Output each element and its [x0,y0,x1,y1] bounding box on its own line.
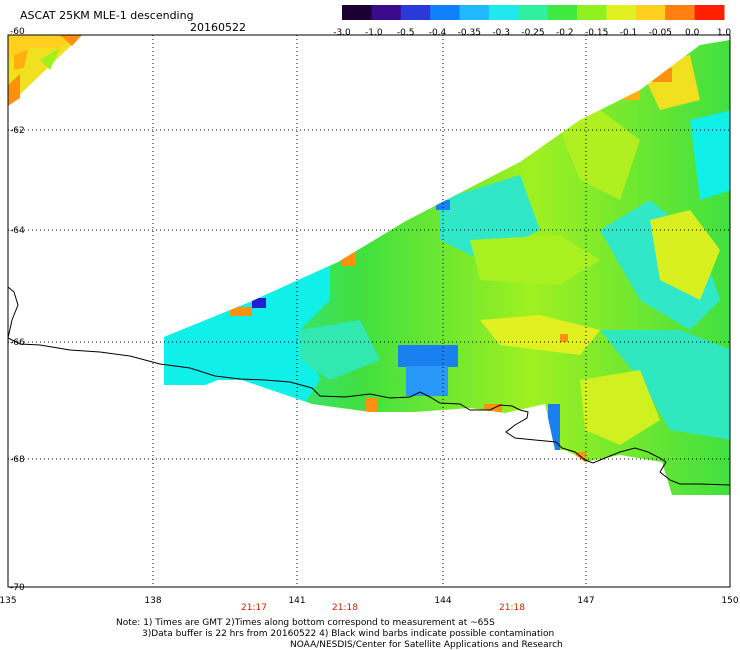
colorbar-swatch [606,5,637,20]
colorbar-tick-label: -1.0 [365,28,383,38]
colorbar-tick-label: 1.0 [717,28,732,38]
lat-label: -62 [10,126,25,136]
antarctic-coastline [7,286,731,486]
lat-label: -70 [10,583,25,593]
time-label: 21:18 [499,603,525,613]
colorbar-tick-label: -0.4 [429,28,447,38]
colorbar-tick-label: -0.35 [458,28,481,38]
note-line-3: NOAA/NESDIS/Center for Satellite Applica… [290,640,563,650]
colorbar-tick-label: -0.3 [492,28,510,38]
longitude-labels: 135 138 141 144 147 150 [0,596,739,606]
colorbar-tick-label: -0.2 [556,28,574,38]
colorbar-tick-label: 0.0 [685,28,700,38]
map-plot: -60 -62 -64 -66 -68 -70 135 138 141 144 … [0,27,739,613]
colorbar: -3.0 -1.0 -0.5 -0.4 -0.35 -0.3 -0.25 -0.2 -0.15 -… [333,5,731,38]
lat-label: -60 [10,27,25,37]
colorbar-tick-label: -0.25 [521,28,544,38]
footnotes: Note: 1) Times are GMT 2)Times along bot… [116,618,563,650]
lon-label: 150 [721,596,738,606]
lon-label: 147 [577,596,594,606]
colorbar-swatch [665,5,696,20]
lat-label: -66 [10,338,25,348]
wind-data-corner-wedge [8,35,82,106]
colorbar-labels: -3.0 -1.0 -0.5 -0.4 -0.35 -0.3 -0.25 -0.2 -0.15 -… [333,28,731,38]
colorbar-swatch [459,5,490,20]
plot-frame [7,34,731,588]
lon-label: 138 [144,596,161,606]
latitude-labels: -60 -62 -64 -66 -68 -70 [10,27,25,593]
colorbar-swatch [577,5,607,20]
time-labels: 21:17 21:18 21:18 [241,603,525,613]
colorbar-swatch [430,5,461,20]
lon-label: 141 [288,596,305,606]
product-date: 20160522 [190,21,246,34]
colorbar-swatch [635,5,666,20]
lat-label: -64 [10,226,25,236]
colorbar-swatch [400,5,431,20]
time-label: 21:17 [241,603,267,613]
colorbar-tick-label: -0.15 [585,28,608,38]
product-title: ASCAT 25KM MLE-1 descending [20,9,194,22]
note-line-2: 3)Data buffer is 22 hrs from 20160522 4)… [142,629,554,639]
colorbar-swatches [342,5,725,20]
header: ASCAT 25KM MLE-1 descending 20160522 [20,9,246,34]
colorbar-swatch [694,5,725,20]
time-label: 21:18 [332,603,358,613]
lon-label: 135 [0,596,17,606]
wind-data-swath [164,40,730,495]
lat-label: -68 [10,455,25,465]
note-line-1: Note: 1) Times are GMT 2)Times along bot… [116,618,495,628]
colorbar-tick-label: -0.05 [649,28,672,38]
lon-label: 144 [434,596,451,606]
colorbar-tick-label: -0.1 [620,28,638,38]
colorbar-swatch [488,5,519,20]
colorbar-swatch [342,5,372,20]
lat-lon-grid [8,35,730,587]
colorbar-swatch [518,5,549,20]
colorbar-tick-label: -0.5 [397,28,415,38]
colorbar-tick-label: -3.0 [333,28,351,38]
colorbar-swatch [547,5,578,20]
colorbar-swatch [371,5,402,20]
